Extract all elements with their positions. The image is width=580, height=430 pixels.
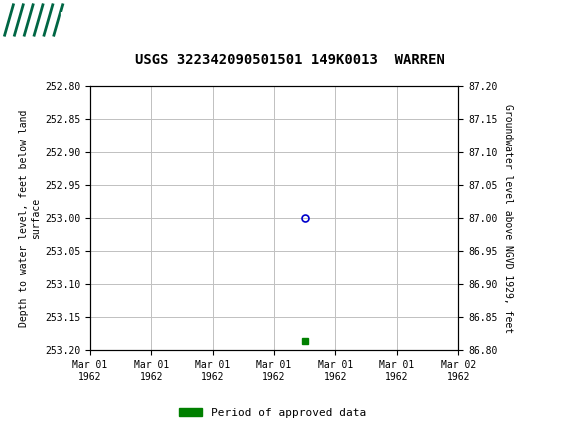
Legend: Period of approved data: Period of approved data [175,403,370,422]
FancyBboxPatch shape [5,5,54,35]
Text: USGS 322342090501501 149K0013  WARREN: USGS 322342090501501 149K0013 WARREN [135,52,445,67]
Y-axis label: Groundwater level above NGVD 1929, feet: Groundwater level above NGVD 1929, feet [503,104,513,333]
Text: USGS: USGS [59,11,103,29]
Y-axis label: Depth to water level, feet below land
surface: Depth to water level, feet below land su… [19,110,41,327]
FancyBboxPatch shape [5,5,54,35]
